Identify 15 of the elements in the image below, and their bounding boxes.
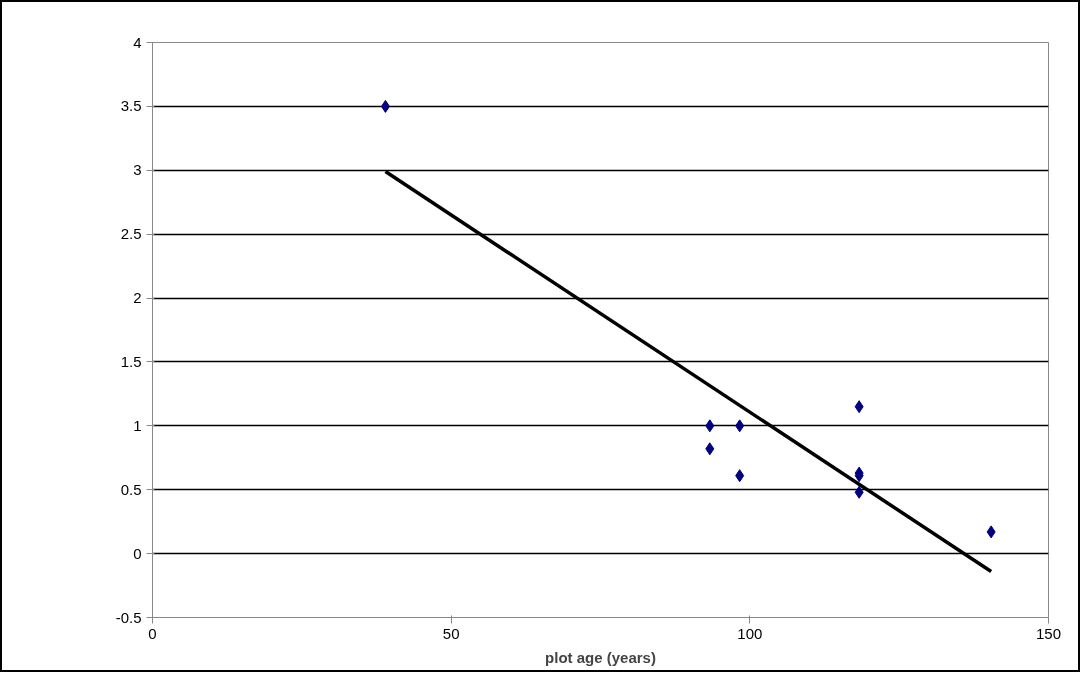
x-tick-label: 0 xyxy=(148,624,157,642)
y-tick-label: 4 xyxy=(133,33,142,51)
y-tick-label: 2.5 xyxy=(120,225,142,243)
y-tick-label: 2 xyxy=(133,289,142,307)
x-tick-label: 100 xyxy=(737,624,763,642)
x-axis-title: plot age (years) xyxy=(545,648,656,666)
y-tick-label: 3 xyxy=(133,161,142,179)
y-tick-label: 0.5 xyxy=(120,480,142,498)
y-tick-label: 1.5 xyxy=(120,352,142,370)
y-tick-label: 3.5 xyxy=(120,97,142,115)
x-tick-label: 50 xyxy=(442,624,460,642)
x-tick-label: 150 xyxy=(1035,624,1062,642)
y-tick-label: -0.5 xyxy=(115,608,142,626)
y-tick-label: 0 xyxy=(133,544,142,562)
y-tick-label: 1 xyxy=(133,416,142,434)
